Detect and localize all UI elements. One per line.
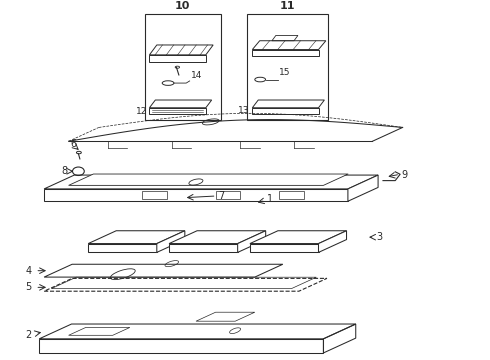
Bar xyxy=(145,14,220,120)
Text: 1: 1 xyxy=(267,194,273,204)
Polygon shape xyxy=(250,244,318,252)
Text: 15: 15 xyxy=(279,68,291,77)
Polygon shape xyxy=(69,174,348,185)
Text: 14: 14 xyxy=(191,71,202,80)
Polygon shape xyxy=(348,175,378,201)
Polygon shape xyxy=(169,231,266,244)
Polygon shape xyxy=(279,191,304,199)
Text: 7: 7 xyxy=(218,191,224,201)
Text: 11: 11 xyxy=(280,1,295,11)
Text: 5: 5 xyxy=(25,282,32,292)
Text: 4: 4 xyxy=(26,266,32,276)
Text: 6: 6 xyxy=(71,139,76,149)
Polygon shape xyxy=(216,191,240,199)
Text: 9: 9 xyxy=(402,170,408,180)
Polygon shape xyxy=(157,231,185,252)
Polygon shape xyxy=(169,244,238,252)
Text: 13: 13 xyxy=(239,107,250,116)
Text: 2: 2 xyxy=(25,330,32,340)
Polygon shape xyxy=(142,191,167,199)
Polygon shape xyxy=(44,175,378,189)
Polygon shape xyxy=(88,231,185,244)
Text: 10: 10 xyxy=(175,1,190,11)
Text: 8: 8 xyxy=(62,166,68,176)
Polygon shape xyxy=(88,244,157,252)
Text: 12: 12 xyxy=(136,107,147,116)
Bar xyxy=(247,14,328,120)
Polygon shape xyxy=(238,231,266,252)
Polygon shape xyxy=(318,231,346,252)
Polygon shape xyxy=(250,231,346,244)
Text: 3: 3 xyxy=(376,232,382,242)
Polygon shape xyxy=(44,189,348,201)
